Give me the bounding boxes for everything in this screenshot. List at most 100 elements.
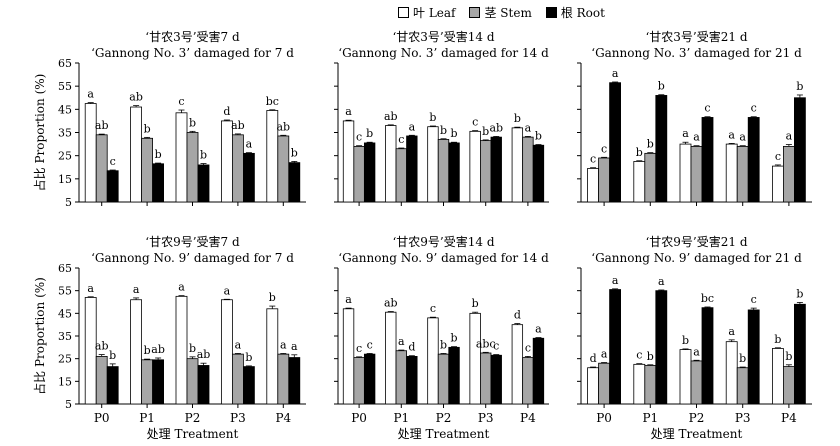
significance-letter: a — [224, 284, 231, 297]
bar-stem-p2 — [690, 145, 703, 203]
significance-letter: b — [636, 146, 643, 159]
legend: 叶 Leaf 茎 Stem 根 Root — [398, 2, 605, 22]
legend-item-root: 根 Root — [545, 4, 605, 21]
significance-letter: b — [440, 124, 447, 137]
significance-letter: d — [223, 105, 230, 118]
significance-letter: ab — [384, 110, 398, 123]
significance-letter: ab — [95, 119, 109, 132]
bar-leaf-p2 — [427, 126, 439, 203]
bar-root-p4 — [794, 303, 806, 405]
significance-letter: c — [704, 102, 710, 115]
bar-leaf-p1 — [633, 363, 646, 405]
bar-stem-p0 — [598, 362, 610, 405]
significance-letter: a — [612, 274, 619, 287]
bar-root-p3 — [242, 366, 255, 405]
chart-subtitle: ‘Gannong No. 9’ damaged for 21 d — [591, 251, 802, 265]
bar-stem-p1 — [644, 152, 657, 203]
significance-letter: c — [356, 131, 362, 144]
y-tick-label: 5 — [65, 398, 72, 411]
bar-stem-p2 — [186, 132, 199, 203]
bar-stem-p2 — [186, 358, 199, 405]
significance-letter: a — [612, 67, 619, 80]
bar-root-p4 — [288, 357, 301, 405]
y-tick-label: 55 — [58, 80, 72, 93]
significance-letter: b — [514, 112, 521, 125]
bar-root-p2 — [701, 307, 714, 405]
bar-stem-p4 — [783, 366, 795, 405]
y-tick-label: 65 — [58, 262, 72, 275]
significance-letter: ab — [129, 91, 143, 104]
x-tick-label-p2: P2 — [436, 411, 452, 425]
y-tick-label: 45 — [58, 307, 72, 320]
significance-letter: ab — [197, 348, 211, 361]
significance-letter: a — [87, 282, 94, 295]
significance-letter: b — [109, 349, 116, 362]
bar-stem-p3 — [736, 367, 749, 405]
bar-leaf-p1 — [130, 299, 143, 405]
y-axis-label: 占比 Proportion (%) — [32, 74, 47, 192]
bar-root-p4 — [288, 162, 301, 203]
significance-letter: ab — [489, 121, 503, 134]
significance-letter: b — [482, 125, 489, 138]
bar-leaf-p1 — [633, 161, 646, 203]
bar-leaf-p1 — [385, 125, 397, 203]
bar-leaf-p3 — [469, 130, 481, 203]
bar-root-p3 — [747, 117, 760, 203]
significance-letter: c — [367, 338, 373, 351]
significance-letter: a — [398, 335, 405, 348]
significance-letter: b — [269, 291, 276, 304]
y-tick-label: 25 — [58, 150, 72, 163]
bar-leaf-p2 — [679, 349, 692, 405]
bar-stem-p1 — [141, 359, 154, 405]
leaf-swatch — [398, 6, 409, 18]
x-axis-label: 处理 Treatment — [398, 427, 490, 441]
bar-root-p0 — [106, 366, 119, 405]
bar-stem-p3 — [480, 352, 492, 405]
bar-leaf-p2 — [175, 112, 188, 203]
bar-root-p0 — [363, 142, 376, 203]
significance-letter: c — [472, 116, 478, 129]
significance-letter: a — [693, 131, 700, 144]
significance-letter: b — [796, 80, 803, 93]
significance-letter: b — [189, 342, 196, 355]
significance-letter: b — [155, 148, 162, 161]
significance-letter: b — [647, 138, 654, 151]
bar-stem-p1 — [395, 350, 407, 405]
significance-letter: a — [786, 130, 793, 143]
bar-stem-p3 — [480, 140, 492, 203]
significance-letter: b — [189, 116, 196, 129]
significance-letter: a — [345, 105, 352, 118]
bar-leaf-p2 — [175, 295, 188, 405]
bar-leaf-p4 — [772, 348, 784, 405]
significance-letter: a — [345, 293, 352, 306]
significance-letter: b — [429, 111, 436, 124]
x-tick-label-p3: P3 — [735, 411, 751, 425]
significance-letter: a — [601, 348, 608, 361]
chart-panel-5: ‘甘农9号’受害14 d ‘Gannong No. 9’ damaged for … — [334, 234, 549, 441]
significance-letter: a — [178, 281, 185, 294]
significance-letter: c — [636, 349, 642, 362]
significance-letter: b — [366, 127, 373, 140]
significance-letter: c — [601, 142, 607, 155]
significance-letter: ab — [151, 343, 165, 356]
chart-panel-3: ‘甘农3号’受害21 d ‘Gannong No. 3’ damaged for … — [577, 29, 812, 206]
chart-subtitle: ‘Gannong No. 3’ damaged for 14 d — [338, 46, 549, 60]
x-axis-label: 处理 Treatment — [651, 427, 743, 441]
significance-letter: d — [408, 341, 415, 354]
bar-stem-p4 — [277, 135, 290, 203]
chart-title: ‘甘农3号’受害21 d — [645, 29, 747, 44]
y-tick-label: 45 — [58, 103, 72, 116]
bar-root-p4 — [532, 337, 545, 405]
bar-root-p1 — [152, 359, 165, 405]
significance-letter: b — [774, 333, 781, 346]
bar-root-p1 — [406, 355, 418, 405]
significance-letter: a — [693, 345, 700, 358]
significance-letter: c — [110, 155, 116, 168]
bar-stem-p0 — [95, 355, 108, 405]
chart-panel-2: ‘甘农3号’受害14 d ‘Gannong No. 3’ damaged for … — [334, 29, 549, 206]
legend-label-stem: 茎 Stem — [484, 5, 532, 20]
significance-letter: a — [291, 340, 298, 353]
stem-swatch — [469, 6, 481, 18]
significance-letter: c — [525, 341, 531, 354]
